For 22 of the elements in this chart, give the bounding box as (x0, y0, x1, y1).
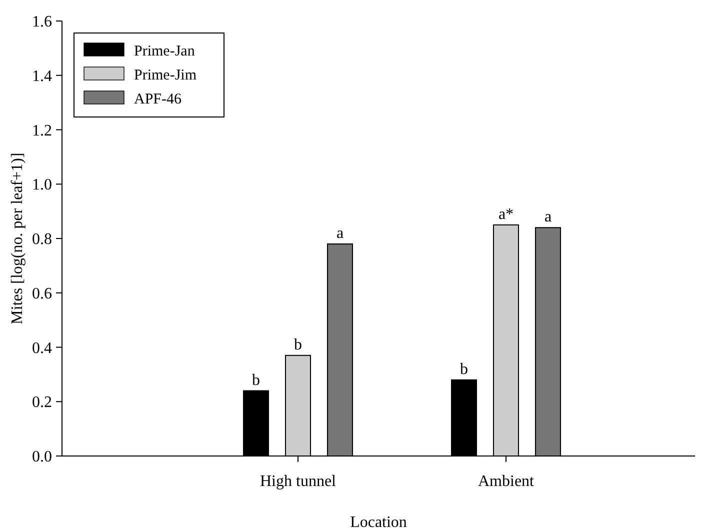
y-tick-label: 1.2 (32, 122, 52, 140)
x-tick-label: High tunnel (260, 473, 337, 490)
y-tick-label: 0.0 (32, 448, 52, 466)
data-label: a (544, 208, 552, 226)
legend-label: Prime-Jim (134, 67, 197, 84)
y-tick-label: 0.8 (32, 231, 52, 248)
y-tick-label: 1.4 (32, 68, 52, 85)
y-tick-label: 0.6 (32, 285, 52, 302)
y-tick-label: 0.2 (32, 394, 52, 412)
data-label: a (336, 224, 344, 242)
y-tick-label: 1.6 (32, 14, 52, 31)
data-label: b (460, 360, 468, 378)
y-tick-label: 0.4 (32, 340, 52, 357)
y-axis-title: Mites [log(no. per leaf+1)] (9, 152, 26, 324)
data-label: b (252, 372, 260, 389)
x-axis-title: Location (350, 514, 407, 531)
data-label: a* (498, 206, 514, 223)
y-tick-label: 1.0 (32, 176, 52, 194)
legend-label: Prime-Jan (134, 43, 196, 60)
data-label: b (294, 336, 302, 354)
legend-label: APF-46 (134, 91, 182, 108)
x-tick-label: Ambient (478, 473, 535, 490)
